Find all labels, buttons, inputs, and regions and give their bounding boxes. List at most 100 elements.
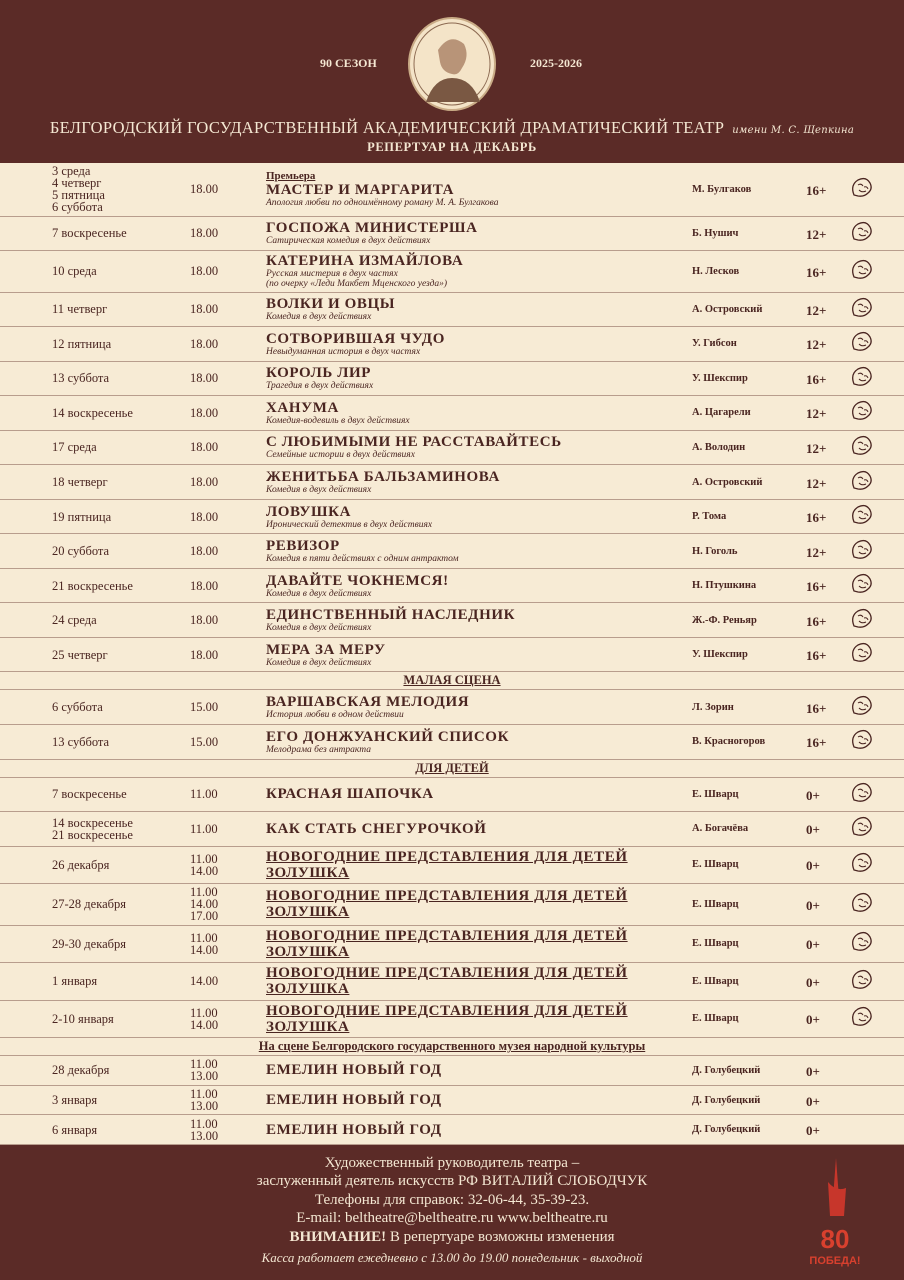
title-block: ХАНУМА Комедия-водевиль в двух действиях	[266, 400, 692, 426]
times: 11.00 13.00	[190, 1057, 266, 1084]
date: 4 четверг	[52, 176, 102, 191]
author: У. Гибсон	[692, 338, 737, 350]
time: 15.00	[190, 734, 219, 749]
header: 90 СЕЗОН 2025-2026 БЕЛГОРОДСКИЙ ГОСУДАРС…	[0, 0, 904, 163]
icon-cell	[848, 890, 878, 919]
author: Н. Гоголь	[692, 545, 738, 557]
label: Премьера	[266, 169, 316, 182]
age: 16+	[806, 182, 827, 198]
age: 12+	[806, 226, 827, 242]
title: ЛОВУШКА	[266, 503, 352, 520]
title: ЕДИНСТВЕННЫЙ НАСЛЕДНИК	[266, 607, 516, 624]
performance-row: 6 января 11.00 13.00 ЕМЕЛИН НОВЫЙ ГОД Д. Гол…	[0, 1115, 904, 1145]
title: НОВОГОДНИЕ ПРЕДСТАВЛЕНИЯ ДЛЯ ДЕТЕЙ	[266, 848, 628, 865]
title: ЕМЕЛИН НОВЫЙ ГОД	[266, 1062, 442, 1079]
icon-cell	[848, 814, 878, 843]
performance-row: 7 воскресенье 18.00 ГОСПОЖА МИНИСТЕРША Сати…	[0, 217, 904, 252]
author: Д. Голубецкий	[692, 1124, 761, 1136]
dates: 1 января	[0, 974, 190, 989]
description: (по очерку «Леди Макбет Мценского уезда»…	[266, 279, 448, 290]
mask-icon	[852, 643, 872, 663]
age: 12+	[806, 440, 827, 456]
icon-cell	[848, 571, 878, 600]
mask-icon	[852, 221, 872, 241]
age: 0+	[806, 1123, 820, 1139]
dates: 13 суббота	[0, 735, 190, 748]
dates: 29-30 декабря	[0, 938, 190, 951]
time: 13.00	[190, 1069, 219, 1084]
title: ЕМЕЛИН НОВЫЙ ГОД	[266, 1092, 442, 1109]
times: 18.00	[190, 647, 266, 662]
age: 0+	[806, 937, 820, 953]
section-heading: На сцене Белгородского государственного …	[0, 1038, 904, 1057]
title-block: КОРОЛЬ ЛИР Трагедия в двух действиях	[266, 365, 692, 391]
title: СОТВОРИВШАЯ ЧУДО	[266, 330, 445, 347]
age: 16+	[806, 579, 827, 595]
author: А. Володин	[692, 441, 746, 453]
mask-icon	[852, 401, 872, 421]
years: 2025-2026	[530, 56, 582, 70]
author: Ж.-Ф. Реньяр	[692, 614, 757, 626]
mask-icon	[852, 608, 872, 628]
date: 20 суббота	[52, 544, 110, 559]
author: Е. Шварц	[692, 788, 739, 800]
time: 18.00	[190, 302, 219, 317]
title-block: ЕМЕЛИН НОВЫЙ ГОД	[266, 1062, 692, 1078]
mask-icon	[852, 695, 872, 715]
title-block: КАК СТАТЬ СНЕГУРОЧКОЙ	[266, 821, 692, 837]
author: А. Островский	[692, 476, 763, 488]
time: 13.00	[190, 1099, 219, 1114]
dates: 21 воскресенье	[0, 579, 190, 592]
time: 14.00	[190, 942, 219, 957]
performance-row: 2-10 января 11.00 14.00 НОВОГОДНИЕ ПРЕДСТАВ…	[0, 1001, 904, 1039]
icon-cell	[848, 640, 878, 669]
title: МАСТЕР И МАРГАРИТА	[266, 181, 455, 198]
performance-row: 25 четверг 18.00 МЕРА ЗА МЕРУ Комедия в дву…	[0, 638, 904, 673]
title-block: КАТЕРИНА ИЗМАЙЛОВА Русская мистерия в дву…	[266, 253, 692, 289]
age: 16+	[806, 648, 827, 664]
date: 11 четверг	[52, 302, 108, 317]
date: 14 воскресенье	[52, 405, 133, 420]
date: 27-28 декабря	[52, 897, 126, 912]
times: 18.00	[190, 183, 266, 196]
title: ДАВАЙТЕ ЧОКНЕМСЯ!	[266, 572, 449, 589]
date: 24 среда	[52, 613, 97, 628]
author: М. Булгаков	[692, 183, 752, 195]
author: Е. Шварц	[692, 938, 739, 950]
date: 25 четверг	[52, 647, 108, 662]
times: 18.00	[190, 407, 266, 420]
dates: 10 среда	[0, 265, 190, 278]
times: 18.00	[190, 265, 266, 278]
director-line: Художественный руководитель театра –	[324, 1155, 580, 1171]
mask-icon	[852, 259, 872, 279]
icon-cell	[848, 329, 878, 358]
title: ЕМЕЛИН НОВЫЙ ГОД	[266, 1121, 442, 1138]
title-block: СОТВОРИВШАЯ ЧУДО Невыдуманная история в д…	[266, 331, 692, 357]
description: Трагедия в двух действиях	[266, 381, 374, 392]
times: 11.00 14.00	[190, 932, 266, 957]
performance-row: 21 воскресенье 18.00 ДАВАЙТЕ ЧОКНЕМСЯ! Коме…	[0, 569, 904, 604]
title-block: ЕМЕЛИН НОВЫЙ ГОД	[266, 1122, 692, 1138]
date: 1 января	[52, 974, 98, 989]
performance-row: 27-28 декабря 11.00 14.00 17.00 НОВОГОДНИЕ П…	[0, 884, 904, 926]
title: КАТЕРИНА ИЗМАЙЛОВА	[266, 253, 464, 270]
icon-cell	[848, 398, 878, 427]
author: В. Красногоров	[692, 736, 766, 748]
performance-row: 11 четверг 18.00 ВОЛКИ И ОВЦЫ Комедия в дву…	[0, 293, 904, 328]
icon-cell	[848, 850, 878, 879]
description: История любви в одном действии	[266, 710, 404, 721]
dates: 6 суббота	[0, 701, 190, 714]
time: 18.00	[190, 647, 219, 662]
dates: 14 воскресенье	[0, 405, 190, 420]
age: 12+	[806, 406, 827, 422]
time: 11.00	[190, 1057, 218, 1072]
icon-cell	[848, 219, 878, 248]
age: 0+	[806, 1012, 820, 1028]
title-block: НОВОГОДНИЕ ПРЕДСТАВЛЕНИЯ ДЛЯ ДЕТЕЙ ЗОЛУШК…	[266, 928, 692, 960]
time: 14.00	[190, 897, 219, 912]
title-block: ЕДИНСТВЕННЫЙ НАСЛЕДНИК Комедия в двух дей…	[266, 607, 692, 633]
title: ЗОЛУШКА	[266, 943, 350, 960]
portrait-medallion	[408, 17, 496, 111]
subtitle: РЕПЕРТУАР НА ДЕКАБРЬ	[367, 140, 537, 154]
title-block: НОВОГОДНИЕ ПРЕДСТАВЛЕНИЯ ДЛЯ ДЕТЕЙ ЗОЛУШК…	[266, 888, 692, 920]
